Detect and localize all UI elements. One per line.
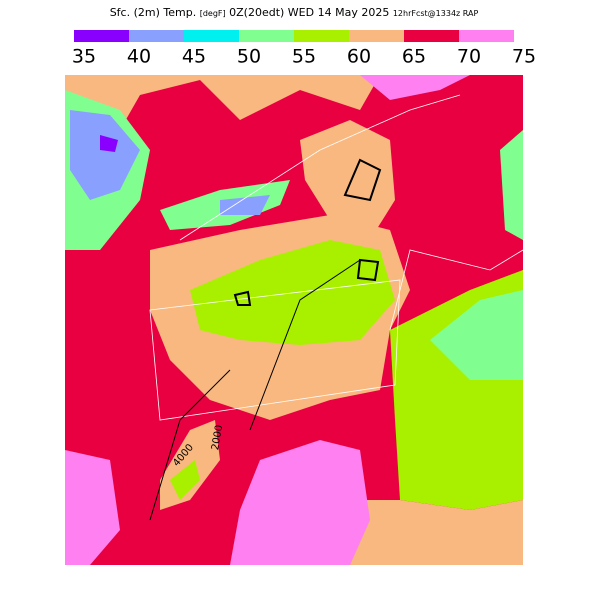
region: [500, 130, 523, 240]
contour-label: 2000: [210, 424, 225, 451]
state-border: [149, 279, 401, 421]
legend-tick-label: 70: [457, 46, 481, 68]
region: [220, 195, 270, 215]
region: [430, 290, 523, 380]
units: [degF]: [200, 9, 226, 18]
legend-tick-label: 75: [512, 46, 536, 68]
region: [100, 135, 118, 152]
region: [230, 440, 370, 565]
legend-tick-label: 50: [237, 46, 261, 68]
region: [350, 500, 523, 565]
legend-tick-label: 55: [292, 46, 316, 68]
run-info: 12hrFcst@1334z RAP: [393, 9, 479, 18]
contour: [233, 158, 382, 306]
legend-tick-label: 60: [347, 46, 371, 68]
legend-tick-label: 40: [127, 46, 151, 68]
legend-swatch: [459, 30, 514, 42]
legend-swatch: [74, 30, 129, 42]
legend-swatch: [404, 30, 459, 42]
region: [360, 75, 470, 100]
region: [65, 75, 380, 190]
legend-tick-label: 35: [72, 46, 96, 68]
region: [300, 120, 395, 240]
state-border: [389, 249, 523, 331]
region: [65, 450, 120, 565]
title: Sfc. (2m) Temp.: [110, 6, 197, 19]
header: Sfc. (2m) Temp. [degF] 0Z(20edt) WED 14 …: [110, 6, 479, 19]
valid-time: 0Z(20edt) WED 14 May 2025: [229, 6, 389, 19]
legend-swatch: [239, 30, 294, 42]
color-legend: 35 40 45 50 55 60 65 70 75: [72, 30, 536, 68]
legend-tick-label: 45: [182, 46, 206, 68]
contour: [149, 259, 361, 521]
region: [70, 110, 140, 200]
legend-swatch: [294, 30, 349, 42]
legend-swatch: [349, 30, 404, 42]
map: 4000 2000: [65, 75, 523, 565]
region: [170, 460, 200, 500]
legend-tick-label: 65: [402, 46, 426, 68]
legend-swatch: [184, 30, 239, 42]
legend-swatch: [129, 30, 184, 42]
state-border: [179, 94, 461, 241]
